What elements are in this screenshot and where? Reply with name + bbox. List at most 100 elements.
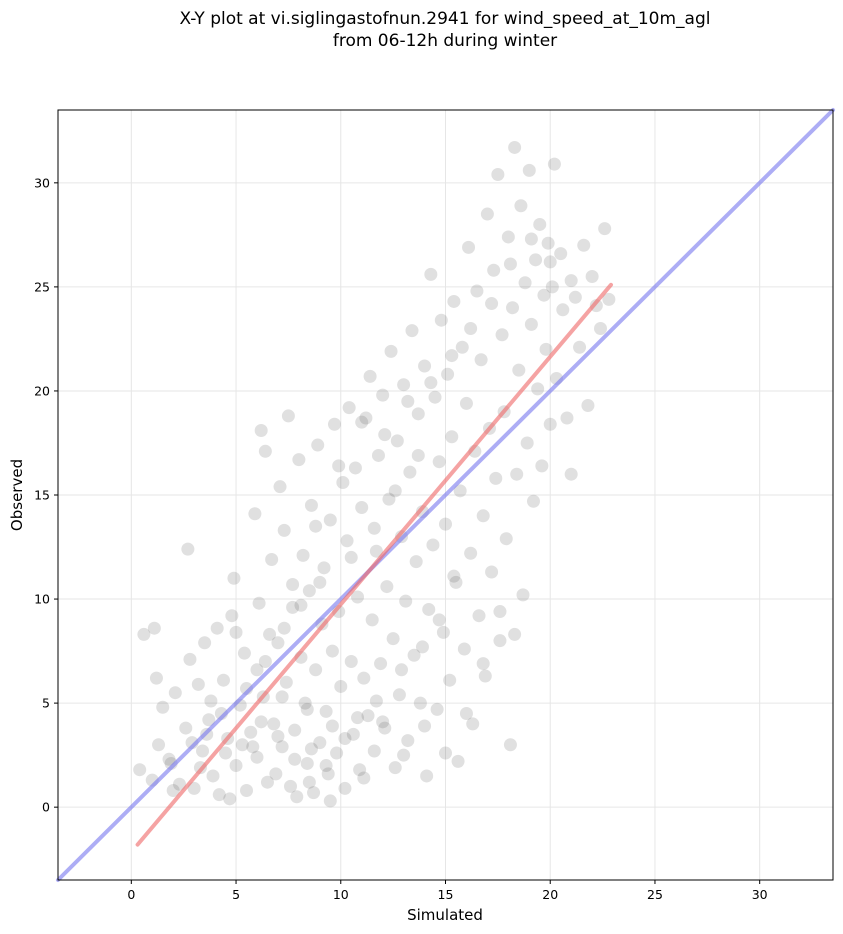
data-point [277, 523, 291, 537]
data-point [495, 328, 509, 342]
data-point [401, 394, 415, 408]
data-point [237, 646, 251, 660]
data-point [516, 588, 530, 602]
data-point [216, 673, 230, 687]
data-point [413, 696, 427, 710]
data-point [168, 686, 182, 700]
data-point [399, 594, 413, 608]
data-point [405, 324, 419, 338]
data-point [439, 517, 452, 531]
data-point [480, 207, 494, 221]
data-point [355, 415, 369, 429]
data-point [313, 575, 327, 589]
data-point [317, 561, 331, 575]
data-point [392, 688, 406, 702]
data-point [271, 636, 285, 650]
data-point [348, 461, 362, 475]
data-point [388, 484, 402, 498]
data-point [434, 313, 448, 327]
data-point [459, 396, 473, 410]
data-point [172, 777, 186, 791]
data-point [162, 752, 176, 766]
data-point [152, 738, 166, 752]
data-point [503, 257, 517, 271]
data-point [455, 340, 469, 354]
data-point [493, 605, 507, 619]
data-point [526, 494, 540, 508]
data-point [376, 715, 390, 729]
data-point [281, 409, 295, 423]
reference-lines [56, 108, 835, 882]
data-point [529, 253, 543, 267]
data-point [594, 322, 607, 336]
data-point [560, 411, 574, 425]
y-tick-label: 10 [34, 592, 50, 607]
data-point [365, 613, 379, 627]
data-point [248, 507, 262, 521]
data-point [415, 640, 429, 654]
data-point [485, 565, 499, 579]
data-point [246, 740, 260, 754]
data-point [235, 738, 249, 752]
data-point [298, 696, 312, 710]
data-point [304, 498, 318, 512]
y-tick-label: 25 [34, 279, 50, 294]
data-point [395, 663, 409, 677]
data-point [478, 669, 492, 683]
data-point [466, 717, 480, 731]
data-point [244, 725, 258, 739]
data-point [254, 715, 268, 729]
data-point [166, 784, 180, 798]
y-tick-label: 0 [42, 800, 50, 815]
data-point [462, 240, 476, 254]
data-point [424, 376, 438, 390]
data-point [296, 548, 310, 562]
data-point [319, 704, 333, 718]
data-point [432, 455, 446, 469]
data-point [288, 723, 302, 737]
data-point [179, 721, 193, 735]
data-point [518, 276, 532, 290]
chart-title: X-Y plot at vi.siglingastofnun.2941 for … [0, 8, 843, 52]
data-point [133, 763, 147, 777]
data-point [290, 790, 304, 804]
data-point [382, 492, 396, 506]
data-point [225, 609, 239, 623]
data-point [196, 744, 210, 758]
data-point [332, 459, 346, 473]
data-point [476, 509, 490, 523]
data-point [388, 761, 402, 775]
data-point [286, 600, 300, 614]
y-tick-label: 5 [42, 696, 50, 711]
data-point [302, 584, 316, 598]
data-point [212, 788, 226, 802]
data-point [202, 713, 216, 727]
data-point [252, 596, 266, 610]
data-point [380, 580, 394, 594]
data-point [258, 444, 272, 458]
data-point [292, 453, 306, 467]
x-tick-label: 10 [333, 887, 349, 902]
data-point [390, 434, 404, 448]
data-point [420, 769, 434, 783]
data-point [501, 230, 515, 244]
data-point [275, 690, 289, 704]
data-point [451, 754, 465, 768]
data-point [284, 779, 297, 793]
data-point [353, 763, 367, 777]
data-point [403, 465, 417, 479]
data-point [432, 613, 446, 627]
data-point [449, 575, 463, 589]
data-point [585, 269, 599, 283]
data-point [294, 598, 308, 612]
data-point [334, 679, 348, 693]
data-point [533, 217, 547, 231]
data-point [367, 521, 381, 535]
data-point [411, 448, 425, 462]
data-point [418, 719, 432, 733]
data-point [443, 673, 457, 687]
data-point [378, 428, 392, 442]
data-point [336, 476, 350, 490]
data-point [508, 627, 522, 641]
data-point [531, 382, 545, 396]
